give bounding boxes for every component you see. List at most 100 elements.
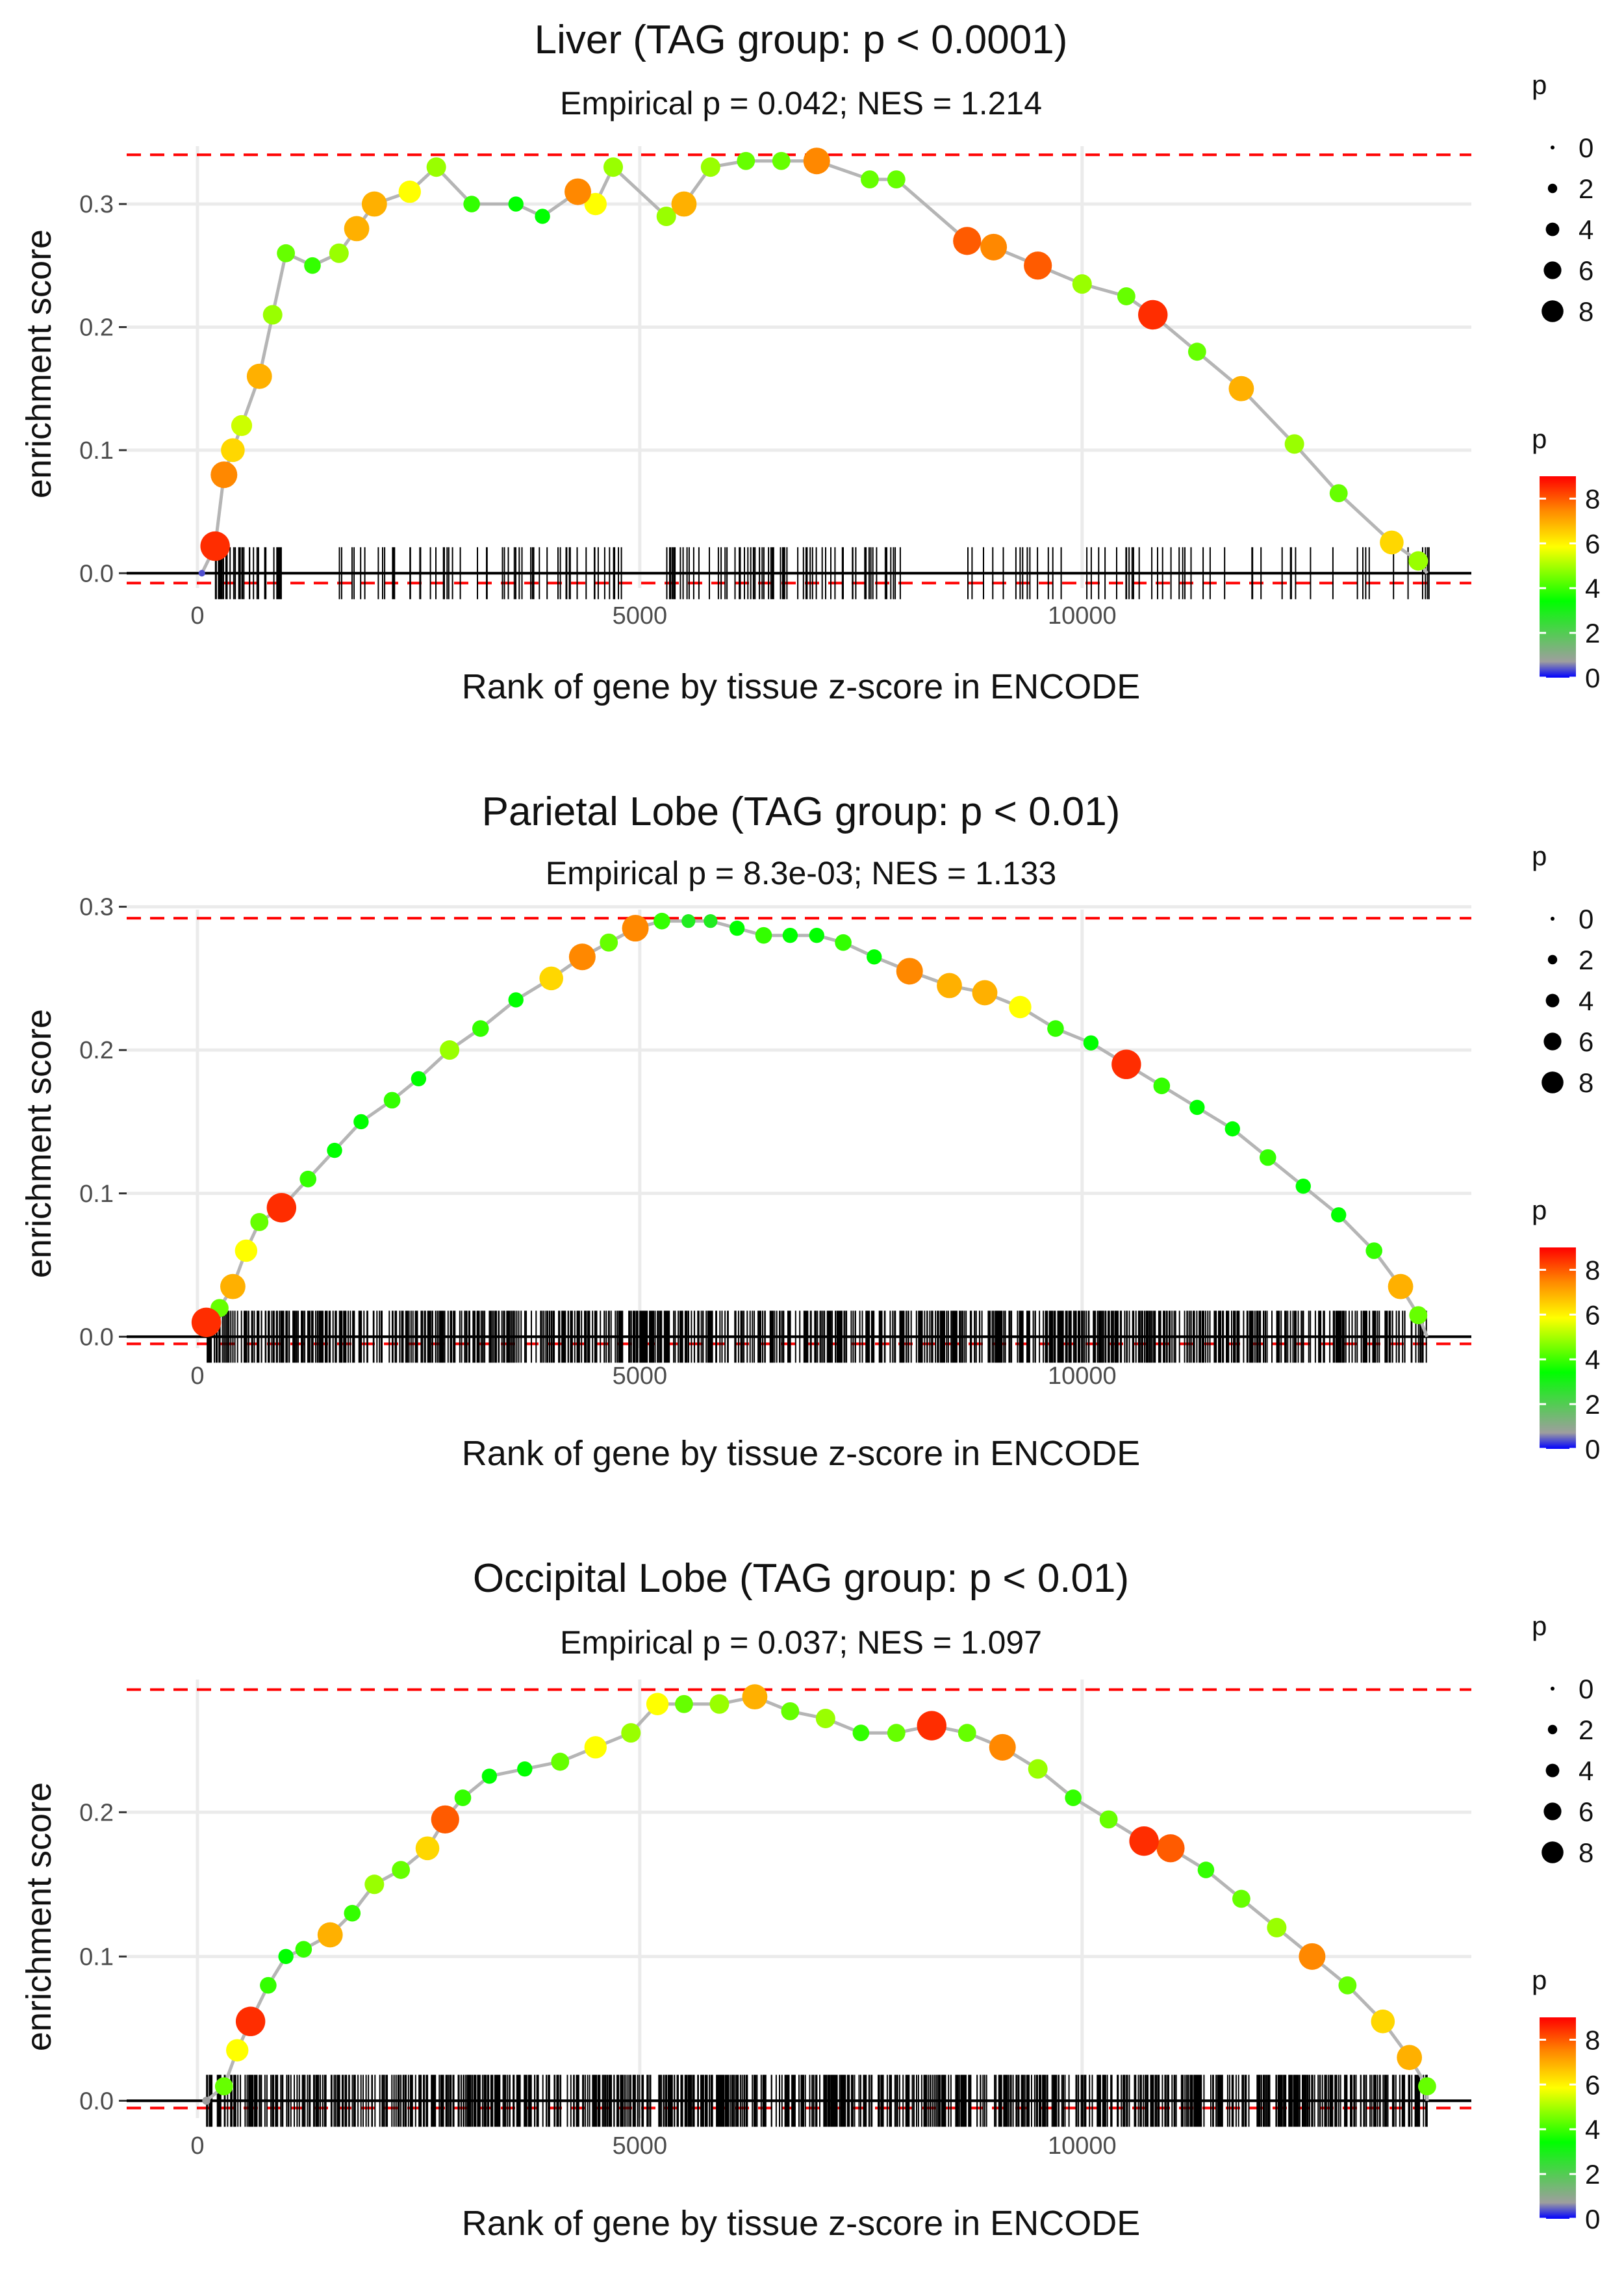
color-legend-label: 2 — [1585, 1389, 1600, 1420]
data-point — [262, 305, 283, 325]
data-point — [266, 1193, 297, 1223]
data-point — [989, 1733, 1016, 1761]
data-point — [221, 438, 245, 463]
data-point — [953, 227, 982, 255]
size-legend-label: 0 — [1579, 133, 1593, 163]
data-point — [1083, 1035, 1099, 1051]
data-point — [742, 1684, 768, 1710]
color-legend-label: 6 — [1585, 528, 1600, 559]
data-point — [781, 1702, 800, 1720]
data-point — [621, 1723, 641, 1743]
x-axis-title-parietal: Rank of gene by tissue z-score in ENCODE — [462, 1434, 1140, 1473]
data-point — [568, 943, 596, 971]
data-point — [656, 206, 676, 226]
color-legend-bar — [1540, 2017, 1576, 2219]
data-point — [415, 1836, 440, 1861]
color-legend-label: 8 — [1585, 2025, 1600, 2055]
data-point — [1380, 530, 1404, 555]
data-point — [1338, 1976, 1357, 1995]
data-point — [214, 2077, 233, 2096]
y-tick-label: 0.3 — [79, 894, 114, 921]
data-point — [463, 196, 480, 212]
data-point — [398, 180, 421, 203]
color-legend-bar — [1540, 476, 1576, 678]
legends-parietal: p 0 2 4 6 8 p 0 2 4 6 8 — [1532, 841, 1600, 1464]
data-point — [200, 531, 230, 561]
data-point — [646, 1693, 669, 1715]
data-point — [737, 151, 755, 170]
x-tick-label: 0 — [190, 2132, 204, 2160]
data-point — [392, 1861, 411, 1879]
size-legend-key — [1547, 1724, 1558, 1735]
data-point — [277, 244, 296, 262]
x-tick-label: 10000 — [1048, 602, 1117, 630]
panel-occipital-subtitle: Empirical p = 0.037; NES = 1.097 — [560, 1624, 1042, 1661]
legends-liver: p 0 2 4 6 8 p 0 2 4 6 8 — [1532, 70, 1600, 693]
data-point — [329, 243, 349, 263]
data-point — [1388, 1273, 1414, 1299]
data-point — [1228, 376, 1254, 402]
data-point — [508, 196, 524, 212]
size-legend-key — [1551, 146, 1554, 149]
x-tick-label: 5000 — [613, 602, 668, 630]
enrichment-curve — [200, 159, 1428, 574]
color-legend-label: 0 — [1585, 1434, 1600, 1464]
size-legend-label: 0 — [1579, 1674, 1593, 1704]
data-point — [809, 928, 824, 943]
data-point — [226, 2039, 249, 2062]
panel-liver-subtitle: Empirical p = 0.042; NES = 1.214 — [560, 85, 1042, 121]
y-tick-label: 0.2 — [79, 1037, 114, 1064]
data-point — [1047, 1020, 1064, 1037]
data-point — [220, 1273, 246, 1299]
data-point — [295, 1941, 312, 1958]
data-point — [426, 157, 446, 177]
size-legend-key — [1551, 917, 1554, 921]
color-legend-label: 6 — [1585, 2069, 1600, 2100]
data-point — [803, 147, 830, 175]
data-point — [704, 914, 718, 928]
color-legend-label: 2 — [1585, 618, 1600, 648]
data-point — [472, 1020, 489, 1037]
size-legend-label: 2 — [1579, 945, 1593, 975]
y-tick-label: 0.0 — [79, 2088, 114, 2115]
data-point — [431, 1805, 459, 1833]
panel-liver: Liver (TAG group: p < 0.0001) Empirical … — [19, 18, 1471, 706]
plot-area-parietal: 0 5000 10000 0.0 0.1 0.2 0.3 — [79, 894, 1471, 1390]
data-point — [1259, 1149, 1276, 1166]
data-point — [603, 157, 624, 177]
x-tick-label: 10000 — [1048, 2132, 1117, 2160]
size-legend-label: 4 — [1579, 1756, 1593, 1786]
data-point — [353, 1114, 369, 1130]
x-tick-label: 0 — [190, 602, 204, 630]
data-point — [1409, 1306, 1428, 1325]
size-legend-key — [1542, 1841, 1564, 1863]
y-tick-label: 0.1 — [79, 1943, 114, 1971]
data-point — [535, 209, 550, 224]
x-tick-label: 0 — [190, 1362, 204, 1390]
data-point — [1156, 1834, 1185, 1863]
color-legend-title: p — [1532, 1195, 1547, 1225]
data-point — [344, 216, 370, 242]
data-point — [344, 1904, 361, 1922]
color-legend-label: 2 — [1585, 2159, 1600, 2190]
y-axis-title-parietal: enrichment score — [19, 1009, 58, 1278]
data-point — [980, 233, 1008, 261]
color-legend-title: p — [1532, 1965, 1547, 1995]
color-legend-label: 4 — [1585, 1344, 1600, 1375]
size-legend-label: 2 — [1579, 173, 1593, 204]
data-point — [584, 1736, 607, 1759]
data-point — [887, 1724, 906, 1743]
size-legend-key — [1543, 1802, 1562, 1820]
data-point — [1299, 1943, 1326, 1970]
data-point — [835, 934, 852, 951]
data-point — [454, 1789, 472, 1806]
data-point — [210, 461, 238, 489]
data-point — [260, 1976, 277, 1994]
data-point — [440, 1040, 460, 1060]
data-point — [861, 170, 879, 189]
size-legend-key — [1545, 993, 1560, 1008]
data-point — [1111, 1049, 1141, 1079]
size-legend-label: 8 — [1579, 1837, 1593, 1868]
size-legend-label: 4 — [1579, 214, 1593, 245]
